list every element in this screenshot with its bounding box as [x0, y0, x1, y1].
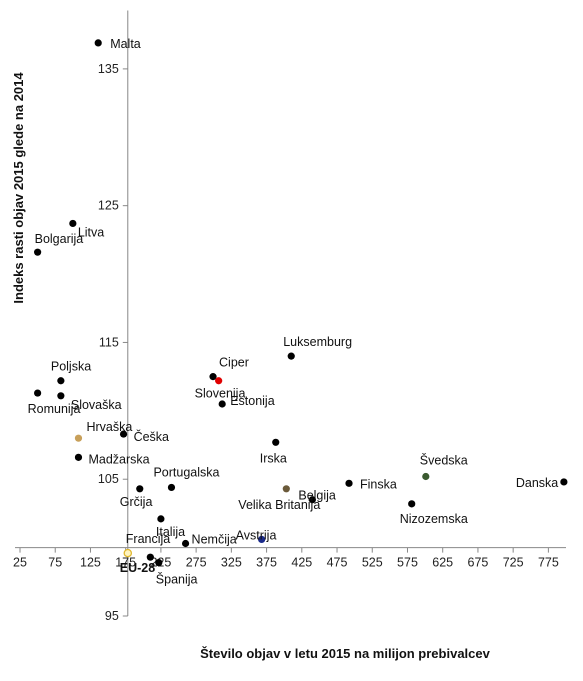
- point-poljska: [57, 377, 65, 385]
- x-tick-label: 725: [503, 556, 524, 570]
- point-belgija: [308, 496, 316, 504]
- y-tick-label: 105: [98, 472, 119, 486]
- x-tick-label: 125: [80, 556, 101, 570]
- label-luksemburg: Luksemburg: [283, 335, 352, 349]
- label-poljska: Poljska: [51, 360, 91, 374]
- y-tick-label: 125: [98, 199, 119, 213]
- x-tick-label: 525: [362, 556, 383, 570]
- x-axis-title: Število objav v letu 2015 na milijon pre…: [200, 646, 490, 661]
- x-tick-label: 475: [327, 556, 348, 570]
- point-portugalska: [167, 483, 176, 492]
- x-tick-label: 25: [13, 556, 27, 570]
- x-tick-labels: 2575125175225275325375425475525575625675…: [13, 556, 559, 570]
- label-italija: Italija: [156, 525, 185, 539]
- label-avstrija: Avstrija: [236, 528, 277, 542]
- point-velika-britanija: [282, 485, 290, 493]
- x-tick-label: 375: [256, 556, 277, 570]
- y-axis-title: Indeks rasti objav 2015 glede na 2014: [11, 72, 26, 304]
- label-ciper: Ciper: [219, 356, 249, 370]
- label-litva: Litva: [78, 225, 104, 239]
- point-bolgarija: [34, 248, 42, 256]
- label--e-ka: Češka: [134, 429, 169, 444]
- label--vedska: Švedska: [420, 452, 468, 467]
- x-tick-label: 175: [115, 556, 136, 570]
- point-nizozemska: [408, 500, 416, 508]
- x-tick-label: 75: [48, 556, 62, 570]
- point-slovenija: [215, 377, 223, 385]
- point-luksemburg: [287, 352, 295, 360]
- point-nem-ija: [181, 539, 190, 548]
- label-bolgarija: Bolgarija: [35, 232, 84, 246]
- point-finska: [345, 479, 353, 487]
- point--e-ka: [119, 430, 128, 438]
- x-tick-label: 275: [186, 556, 207, 570]
- x-tick-label: 575: [397, 556, 418, 570]
- axes: [15, 10, 566, 617]
- x-tick-label: 775: [538, 556, 559, 570]
- point-ciper: [209, 373, 217, 381]
- point--vedska: [422, 472, 430, 481]
- point--panija: [155, 559, 163, 567]
- label-slovenija: Slovenija: [195, 387, 246, 401]
- point-mad-arska: [74, 453, 83, 461]
- x-tick-label: 625: [432, 556, 453, 570]
- x-tick-label: 325: [221, 556, 242, 570]
- y-tick-labels: 95 105 115 125 135: [98, 62, 119, 623]
- point-romunija: [34, 389, 42, 397]
- label-hrva-ka: Hrvaška: [86, 420, 132, 434]
- y-tick-label: 95: [105, 609, 119, 623]
- label-velika-britanija: Velika Britanija: [238, 498, 320, 512]
- label-irska: Irska: [260, 451, 287, 465]
- label-eu-28: EU-28: [120, 561, 155, 575]
- label-danska: Danska: [516, 476, 558, 490]
- point-irska: [272, 438, 280, 446]
- point-slova-ka: [57, 392, 65, 400]
- point-malta: [94, 39, 102, 47]
- x-tick-label: 675: [468, 556, 489, 570]
- label-portugalska: Portugalska: [153, 465, 219, 479]
- y-tick-label: 135: [98, 62, 119, 76]
- label-belgija: Belgija: [298, 489, 336, 503]
- label-finska: Finska: [360, 477, 397, 491]
- point-unlabeled: [146, 553, 154, 561]
- label-gr-ija: Grčija: [120, 495, 153, 509]
- label-slova-ka: Slovaška: [71, 398, 122, 412]
- x-tick-label: 425: [291, 556, 312, 570]
- label-nem-ija: Nemčija: [192, 533, 237, 547]
- label-francija: Francija: [126, 532, 171, 546]
- label-nizozemska: Nizozemska: [400, 512, 468, 526]
- point-danska: [560, 478, 568, 486]
- point-francija: [123, 548, 133, 558]
- label--panija: Španija: [156, 572, 198, 587]
- point-avstrija: [258, 535, 266, 544]
- point-estonija: [218, 400, 226, 408]
- point-litva: [69, 219, 77, 228]
- point-gr-ija: [136, 485, 144, 493]
- label-mad-arska: Madžarska: [88, 452, 149, 466]
- point-hrva-ka: [74, 434, 83, 442]
- label-estonija: Estonija: [230, 394, 275, 408]
- label-romunija: Romunija: [28, 402, 81, 416]
- label-malta: Malta: [110, 37, 141, 51]
- point-italija: [157, 515, 165, 523]
- y-tick-label: 115: [99, 335, 119, 349]
- data-points: [34, 39, 568, 567]
